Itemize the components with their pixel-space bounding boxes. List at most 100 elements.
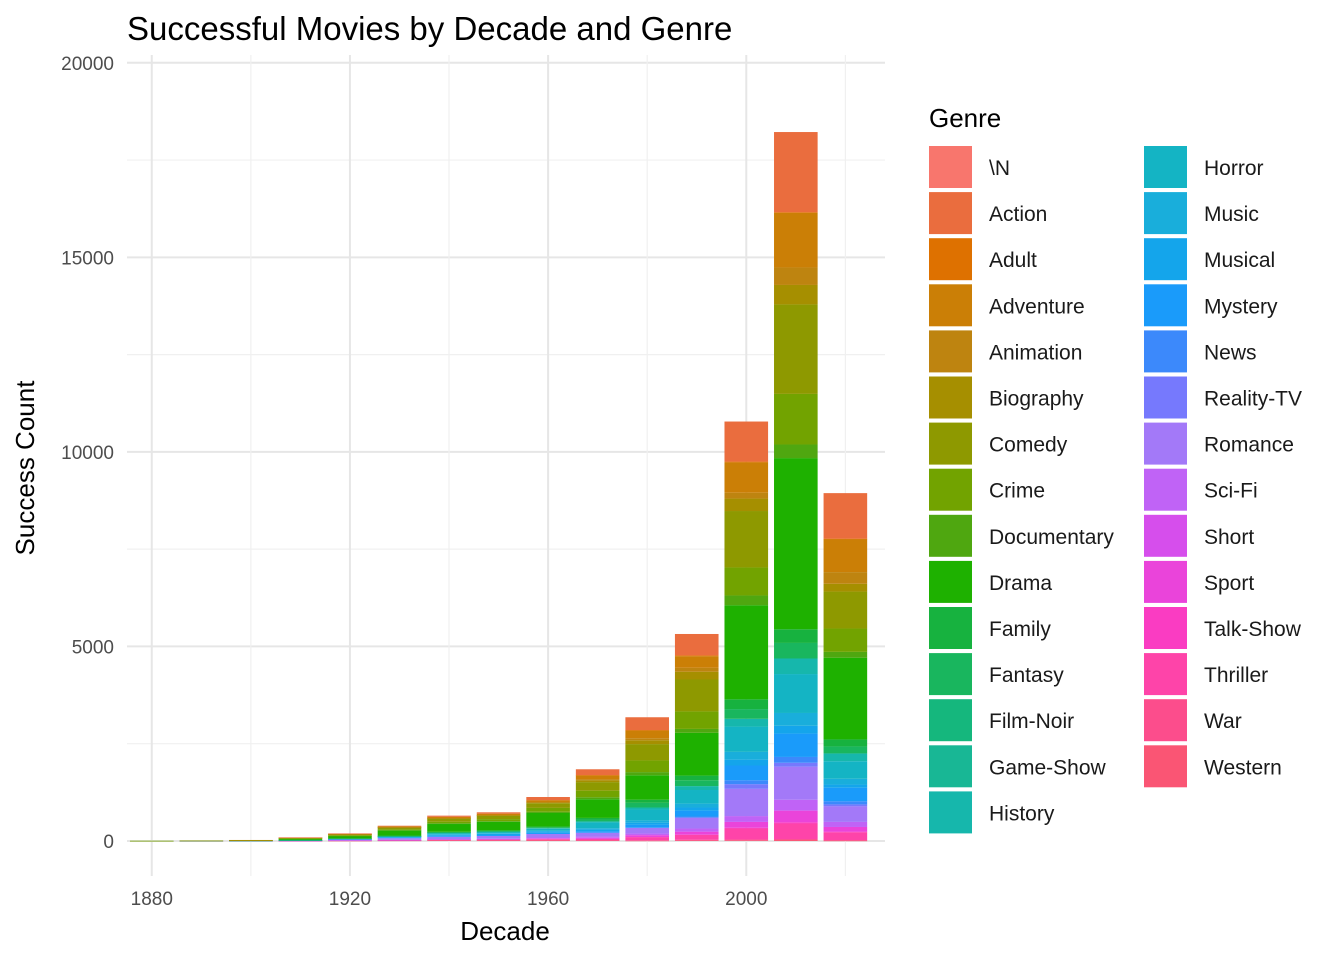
bar-segment — [674, 667, 719, 672]
legend-swatch — [929, 607, 972, 649]
bar-segment — [724, 462, 769, 493]
bar-segment — [774, 810, 818, 823]
legend-label: Drama — [989, 572, 1052, 595]
legend: \N Action Adult Adventure Animation Biography… — [929, 146, 1302, 834]
legend-label: Short — [1204, 526, 1254, 549]
bar-segment — [278, 837, 323, 839]
bar-segment — [625, 772, 669, 776]
bar-segment — [575, 817, 620, 820]
bar-segment — [575, 829, 620, 832]
bar-segment — [476, 815, 521, 816]
bar-segment — [724, 718, 769, 727]
bar-segment — [476, 835, 521, 837]
bar-segment — [476, 839, 521, 841]
bar-segment — [427, 832, 471, 834]
legend-swatch — [1144, 653, 1187, 696]
bar-segment — [328, 838, 372, 839]
bar-segment — [724, 726, 769, 752]
legend-item: Thriller — [1144, 653, 1268, 696]
legend-label: Western — [1204, 756, 1282, 779]
legend-item: Reality-TV — [1144, 376, 1302, 419]
bar-segment — [823, 832, 868, 841]
legend-swatch — [1144, 422, 1187, 465]
bar-segment — [575, 819, 620, 822]
bar-segment — [476, 831, 521, 833]
bar-segment — [377, 830, 422, 831]
legend-swatch — [1144, 284, 1187, 327]
bar-segment — [476, 839, 521, 840]
bar-segment — [129, 840, 174, 842]
legend-item: \N — [929, 146, 1010, 188]
bar-segment — [179, 840, 224, 842]
bar-segment — [625, 840, 669, 841]
bar-segment — [625, 824, 669, 828]
bar-segment — [674, 803, 719, 808]
legend-label: Musical — [1204, 249, 1275, 272]
legend-swatch — [929, 791, 972, 834]
bar-segment — [724, 709, 769, 719]
bar-segment — [625, 807, 669, 810]
legend-swatch — [929, 192, 972, 235]
bar-segment — [476, 833, 521, 834]
bar-segment — [823, 539, 868, 573]
bar-segment — [674, 780, 719, 787]
bar-segment — [526, 831, 570, 833]
bar-segment — [625, 833, 669, 836]
legend-swatch — [1144, 192, 1187, 235]
y-tick-label: 5000 — [72, 637, 114, 658]
bar-segment — [724, 492, 769, 499]
bar-segment — [377, 827, 422, 830]
legend-item: History — [929, 791, 1055, 834]
legend-label: Reality-TV — [1204, 388, 1302, 411]
bar-segment — [823, 806, 868, 822]
bar-segment — [377, 839, 422, 841]
bar-segment — [823, 787, 868, 802]
bar-segment — [774, 642, 818, 659]
bar-segment — [427, 839, 471, 840]
bar-segment — [328, 835, 372, 836]
bar-segment — [526, 807, 570, 812]
bar-segment — [724, 751, 769, 760]
legend-label: History — [989, 802, 1055, 825]
legend-swatch — [1144, 330, 1187, 373]
bar-segment — [774, 674, 818, 713]
bar-segment — [674, 831, 719, 835]
bar-segment — [674, 817, 719, 829]
legend-item: Short — [1144, 514, 1254, 557]
bar-segment — [823, 840, 868, 842]
bar-segment — [774, 658, 818, 675]
y-tick-label: 10000 — [61, 443, 114, 464]
legend-swatch — [929, 330, 972, 373]
legend-label: Family — [989, 618, 1051, 641]
bar-segment — [625, 730, 669, 739]
bar-segment — [823, 840, 868, 841]
bar-segment — [377, 835, 422, 837]
y-tick-label: 20000 — [61, 54, 114, 75]
bar-segment — [278, 838, 323, 839]
bar-segment — [328, 840, 372, 841]
bar-segment — [724, 821, 769, 828]
legend-label: Sci-Fi — [1204, 480, 1258, 503]
bar-segment — [774, 284, 818, 305]
legend-item: Western — [1144, 745, 1282, 788]
legend-label: Film-Noir — [989, 710, 1074, 733]
legend-label: Talk-Show — [1204, 618, 1302, 641]
bar-segment — [625, 717, 669, 731]
y-tick-label: 15000 — [61, 248, 114, 269]
bar-segment — [625, 809, 669, 821]
bar-segment — [476, 819, 521, 822]
legend-swatch — [1144, 699, 1187, 742]
bar-segment — [823, 753, 868, 762]
bar-segment — [625, 730, 669, 731]
bar-segment — [526, 826, 570, 828]
bar-segment — [823, 821, 868, 827]
bar-segment — [476, 833, 521, 836]
bar-segment — [774, 393, 818, 445]
bar-segment — [377, 836, 422, 838]
bar-segment — [575, 836, 620, 838]
legend-label: Music — [1204, 203, 1259, 226]
legend-label: Adventure — [989, 295, 1085, 318]
bar-segment — [575, 790, 620, 798]
legend-swatch — [1144, 514, 1187, 557]
bar-segment — [377, 830, 422, 836]
